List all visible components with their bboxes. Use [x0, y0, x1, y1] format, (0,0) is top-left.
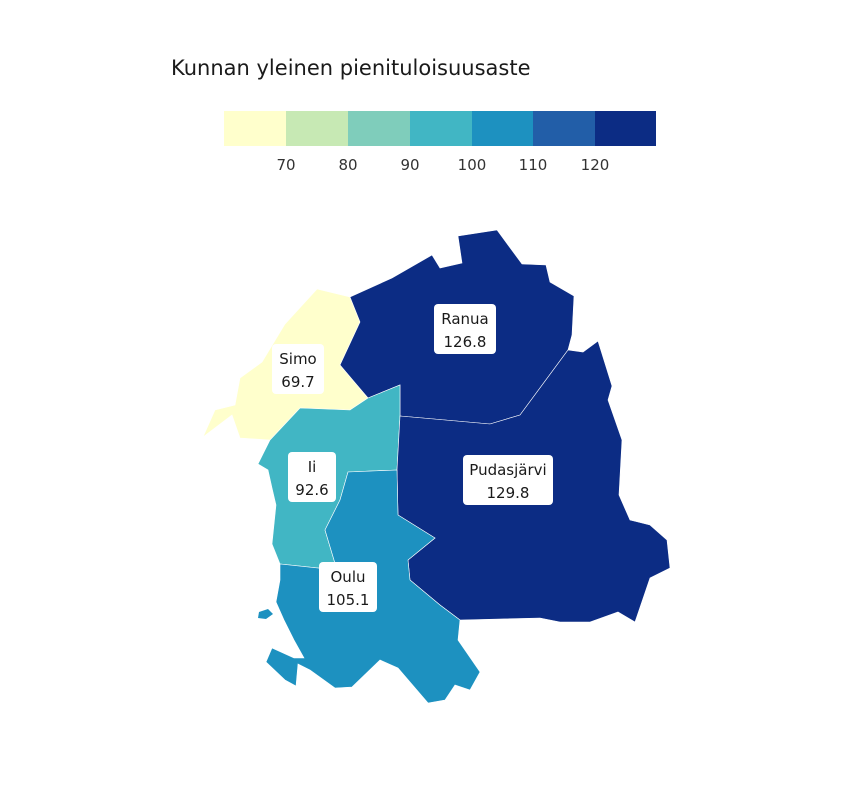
label-pudasjarvi-name: Pudasjärvi [469, 461, 546, 479]
map-title: Kunnan yleinen pienituloisuusaste [171, 56, 531, 80]
legend-bin-3 [410, 111, 472, 146]
legend-bin-0 [224, 111, 286, 146]
label-ranua: Ranua 126.8 [434, 304, 496, 354]
legend-bin-4 [472, 111, 533, 146]
legend-bin-6 [595, 111, 656, 146]
region-oulu-island [258, 609, 273, 619]
label-simo: Simo 69.7 [272, 344, 324, 394]
legend-tick-5: 120 [581, 156, 610, 174]
label-simo-value: 69.7 [281, 373, 314, 391]
color-legend: 70 80 90 100 110 120 [224, 111, 656, 174]
label-ii-value: 92.6 [295, 481, 328, 499]
legend-bin-1 [286, 111, 348, 146]
legend-bin-2 [348, 111, 410, 146]
label-ii-name: Ii [308, 458, 317, 476]
label-ranua-name: Ranua [441, 310, 489, 328]
label-pudasjarvi: Pudasjärvi 129.8 [463, 455, 553, 505]
label-ii: Ii 92.6 [288, 452, 336, 502]
legend-bin-5 [533, 111, 595, 146]
legend-tick-0: 70 [276, 156, 295, 174]
label-oulu-value: 105.1 [327, 591, 370, 609]
label-ranua-value: 126.8 [444, 333, 487, 351]
legend-tick-3: 100 [458, 156, 487, 174]
legend-tick-4: 110 [519, 156, 548, 174]
label-pudasjarvi-value: 129.8 [487, 484, 530, 502]
label-oulu: Oulu 105.1 [319, 562, 377, 612]
label-oulu-name: Oulu [331, 568, 366, 586]
label-simo-name: Simo [279, 350, 316, 368]
legend-tick-1: 80 [338, 156, 357, 174]
legend-tick-2: 90 [400, 156, 419, 174]
